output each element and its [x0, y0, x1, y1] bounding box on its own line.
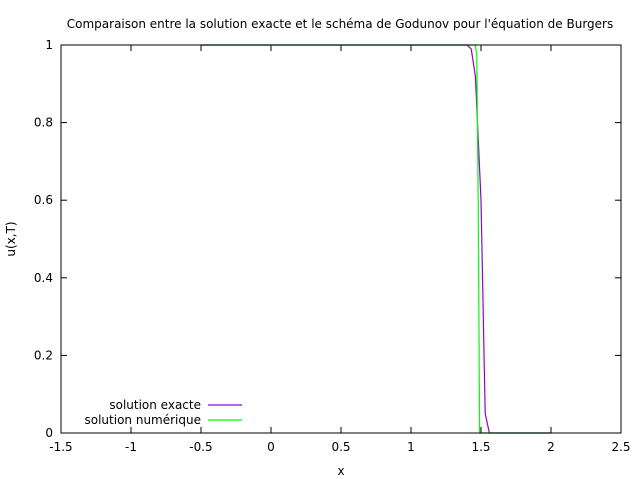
plot-frame: [60, 44, 622, 434]
y-tick-label: 0.8: [34, 116, 53, 130]
x-tick-label: -1.5: [49, 440, 72, 454]
legend-label: solution exacte: [109, 398, 201, 412]
y-tick-label: 0.2: [34, 348, 53, 362]
y-axis-label: u(x,T): [4, 221, 18, 256]
x-tick-label: 2.5: [611, 440, 630, 454]
x-tick-label: 0.5: [331, 440, 350, 454]
y-tick-label: 0.6: [34, 193, 53, 207]
x-tick-label: -0.5: [189, 440, 212, 454]
y-tick-label: 0: [45, 426, 53, 440]
legend-label: solution numérique: [85, 413, 202, 427]
x-tick-label: 1.5: [471, 440, 490, 454]
x-tick-label: 1: [407, 440, 415, 454]
x-tick-label: -1: [125, 440, 137, 454]
x-tick-label: 0: [267, 440, 275, 454]
chart-title: Comparaison entre la solution exacte et …: [67, 17, 613, 31]
y-tick-label: 0.4: [34, 271, 53, 285]
axis-ticks: -1.5 -1 -0.5 0 0.5 1 1.5 2 2.5 0 0.2 0.4 0.6 0.8 1: [34, 38, 631, 454]
y-tick-label: 1: [45, 38, 53, 52]
series-line-1: [201, 44, 551, 434]
x-tick-label: 2: [547, 440, 555, 454]
x-axis-label: x: [337, 464, 344, 478]
